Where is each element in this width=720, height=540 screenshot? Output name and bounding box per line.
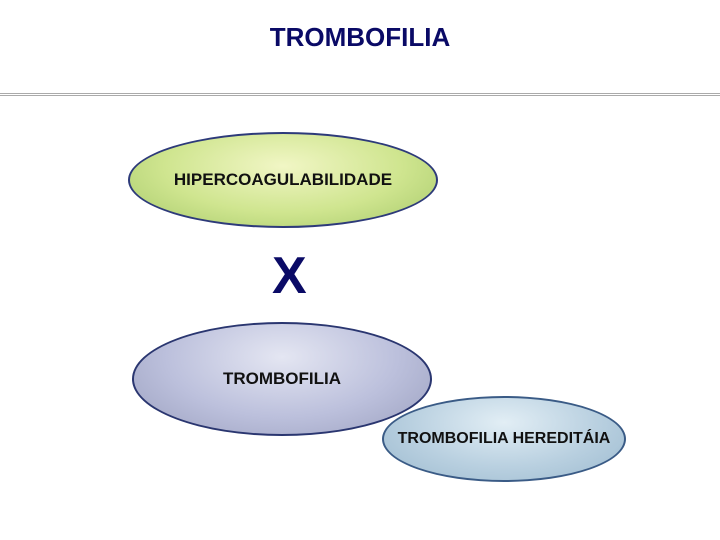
ellipse-trombofilia-hereditaria: TROMBOFILIA HEREDITÁIA <box>382 396 626 482</box>
page-title: TROMBOFILIA <box>0 22 720 53</box>
ellipse-label: TROMBOFILIA <box>223 369 341 389</box>
connector-x: X <box>272 246 307 306</box>
ellipse-label: TROMBOFILIA HEREDITÁIA <box>398 429 611 448</box>
ellipse-trombofilia: TROMBOFILIA <box>132 322 432 436</box>
divider-top <box>0 93 720 94</box>
divider-bottom <box>0 95 720 96</box>
ellipse-label: HIPERCOAGULABILIDADE <box>174 170 392 190</box>
ellipse-hipercoagulabilidade: HIPERCOAGULABILIDADE <box>128 132 438 228</box>
